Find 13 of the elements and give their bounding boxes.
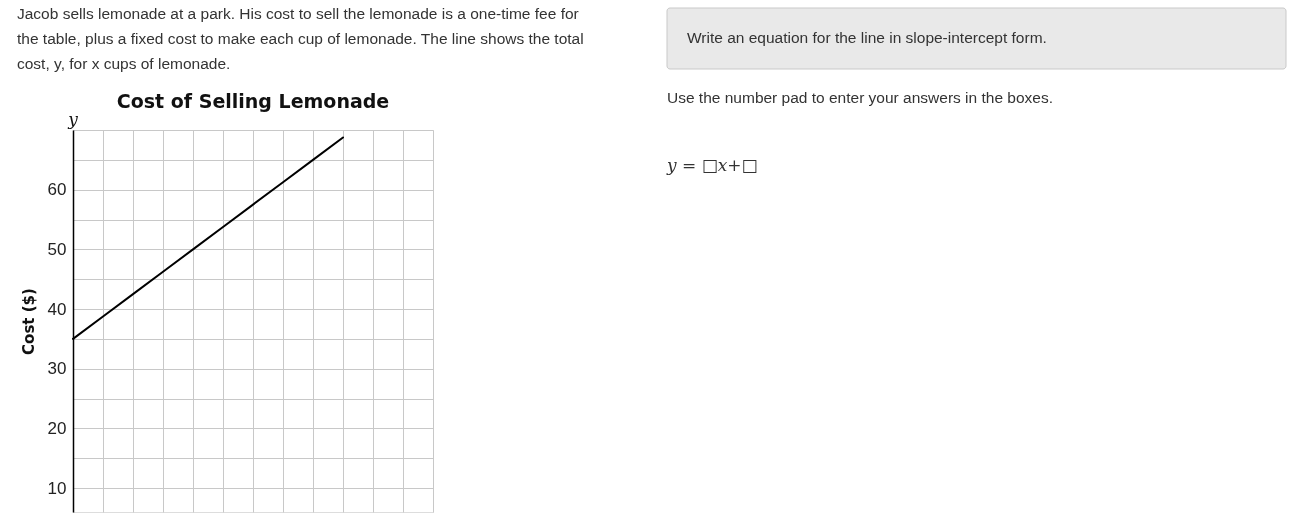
text: y bbox=[67, 109, 79, 129]
y-tick-label: 60 bbox=[47, 180, 67, 200]
y-tick-label: 50 bbox=[47, 239, 67, 259]
y-tick-label: 40 bbox=[47, 299, 67, 319]
text: Jacob sells lemonade at a park. His cost to sell the lemonade is a one-time fee for the table, plus a fixed cost to make each cup of lemonade. The line shows the total cost, y, for x cups of lemonade. bbox=[17, 5, 584, 72]
text: y = □x+□ bbox=[666, 155, 758, 175]
text: Use the number pad to enter your answers in the boxes. bbox=[667, 89, 1053, 106]
text: Write an equation for the line in slope-intercept form. bbox=[687, 29, 1047, 46]
y-tick-label: 10 bbox=[47, 478, 67, 498]
y-axis-title: Cost ($) bbox=[19, 288, 38, 355]
y-tick-label: 30 bbox=[47, 359, 67, 379]
y-tick-label: 20 bbox=[47, 418, 67, 438]
chart-title: Cost of Selling Lemonade bbox=[116, 90, 390, 112]
